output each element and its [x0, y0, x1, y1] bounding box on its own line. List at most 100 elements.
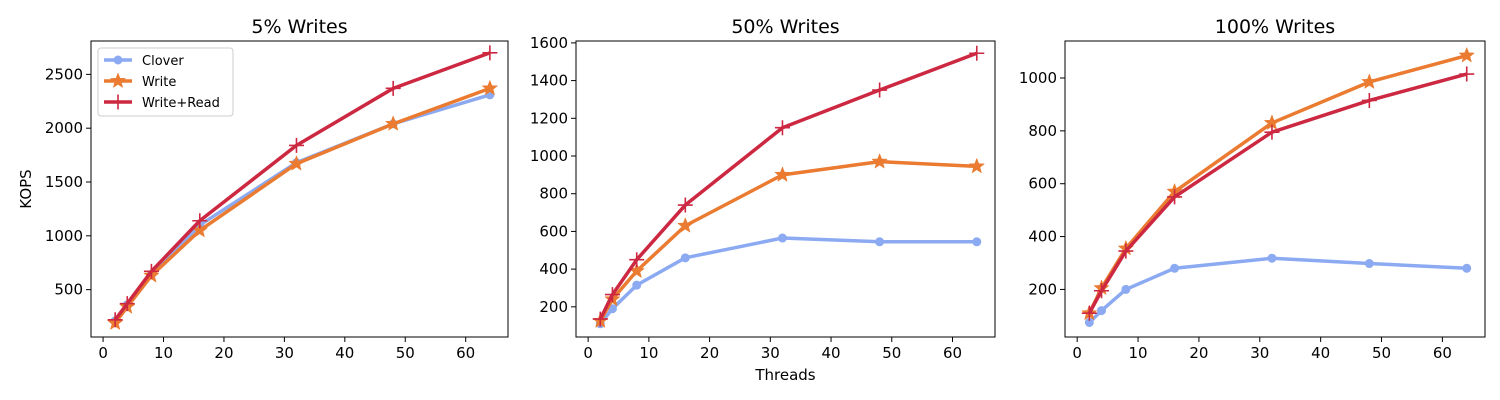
y-tick-label: 200 [539, 298, 568, 316]
x-tick-label: 40 [335, 344, 354, 362]
legend: Clover Write Write+Read [97, 47, 234, 117]
data-point-write-read [872, 82, 888, 98]
data-point-clover [1170, 263, 1180, 273]
chart-title: 100% Writes [1215, 16, 1335, 38]
series-line-clover [113, 93, 491, 322]
x-tick-label: 60 [1433, 344, 1452, 362]
chart-5pct-writes: 5% Writes 0 10 20 30 40 50 60 500 1000 1500 2000 250… [17, 16, 509, 362]
series-line-write [113, 86, 491, 325]
y-tick-label: 1000 [1019, 69, 1057, 87]
axes-frame [1064, 40, 1486, 338]
y-axis-label: KOPS [17, 169, 35, 208]
y-tick-label: 1600 [530, 34, 568, 52]
data-point-write [871, 152, 888, 169]
legend-label-write: Write [142, 75, 176, 90]
data-point-write-read [604, 287, 620, 303]
x-tick-label: 50 [882, 344, 901, 362]
x-tick-label: 20 [1189, 344, 1208, 362]
x-tick-label: 50 [1372, 344, 1391, 362]
chart-title: 5% Writes [251, 16, 347, 38]
data-point-write [774, 166, 791, 182]
y-tick-label: 800 [539, 185, 568, 203]
chart-50pct-writes: 50% Writes 0 10 20 30 40 50 60 200 400 600 800 1000 1… [530, 16, 996, 384]
data-point-clover [972, 237, 982, 247]
x-tick-label: 60 [456, 344, 475, 362]
data-point-write-read [592, 311, 608, 327]
y-tick-label: 500 [54, 281, 83, 299]
data-point-write-read [1361, 92, 1377, 108]
data-point-write-read [1459, 66, 1475, 82]
axes-frame [90, 40, 509, 338]
y-tick-label: 2000 [45, 119, 83, 137]
data-point-write-read [482, 45, 498, 61]
x-tick-label: 40 [1311, 344, 1330, 362]
x-axis-label: Threads [754, 366, 815, 384]
data-point-clover [777, 233, 787, 243]
chart-title: 50% Writes [731, 16, 839, 38]
data-point-clover [1364, 259, 1374, 269]
data-point-write-read [385, 80, 401, 96]
y-tick-label: 600 [539, 222, 568, 240]
legend-label-write-read: Write+Read [142, 96, 220, 111]
data-point-clover [1121, 284, 1131, 294]
data-point-write [288, 155, 305, 171]
data-point-write-read [629, 252, 645, 268]
data-point-write [1458, 46, 1476, 63]
x-tick-label: 10 [639, 344, 658, 362]
data-point-write [481, 79, 499, 96]
y-tick-label: 600 [1028, 175, 1057, 193]
y-tick-label: 1000 [45, 227, 83, 245]
series-line-write-read [598, 51, 978, 320]
data-point-write-read [1118, 243, 1134, 259]
y-tick-label: 1200 [530, 109, 568, 127]
data-point-write [384, 115, 402, 131]
y-tick-label: 400 [1028, 228, 1057, 246]
series-line-write-read [1087, 72, 1468, 315]
axes-frame [575, 40, 996, 338]
legend-frame [97, 47, 234, 117]
data-point-clover [1462, 263, 1472, 273]
x-tick-label: 30 [761, 344, 780, 362]
x-tick-label: 10 [1128, 344, 1147, 362]
series-line-clover [1088, 256, 1467, 324]
data-point-write-read [143, 263, 159, 279]
data-point-write [677, 217, 694, 233]
data-point-write-read [677, 197, 693, 213]
data-point-write-read [774, 120, 790, 136]
x-tick-label: 20 [700, 344, 719, 362]
x-tick-label: 10 [154, 344, 173, 362]
data-point-write-read [1094, 283, 1110, 299]
data-point-clover [680, 253, 690, 263]
data-point-write-read [1167, 189, 1183, 205]
y-tick-label: 2500 [45, 65, 83, 83]
x-tick-label: 30 [275, 344, 294, 362]
y-tick-label: 1500 [45, 173, 83, 191]
chart-100pct-writes: 100% Writes 0 10 20 30 40 50 60 200 400 600 800 1000 [1019, 16, 1486, 362]
data-point-write-read [119, 296, 135, 312]
data-point-write-read [288, 137, 304, 153]
y-tick-label: 1400 [530, 72, 568, 90]
data-point-write [1361, 73, 1378, 90]
data-point-write-read [1264, 124, 1280, 140]
legend-marker-write-read [110, 94, 126, 110]
x-tick-label: 0 [98, 344, 108, 362]
x-tick-label: 20 [214, 344, 233, 362]
data-point-clover [632, 280, 642, 290]
x-tick-label: 40 [821, 344, 840, 362]
data-point-write-read [969, 45, 985, 61]
data-point-clover [1267, 253, 1277, 263]
y-tick-label: 200 [1028, 280, 1057, 298]
data-point-write-read [107, 312, 123, 328]
x-tick-label: 0 [1072, 344, 1082, 362]
series-line-write [1087, 53, 1468, 314]
x-tick-label: 50 [396, 344, 415, 362]
data-point-write-read [1081, 305, 1097, 321]
data-point-write-read [192, 213, 208, 229]
x-tick-label: 30 [1250, 344, 1269, 362]
legend-label-clover: Clover [142, 54, 184, 69]
x-tick-label: 60 [943, 344, 962, 362]
y-tick-label: 800 [1028, 122, 1057, 140]
y-tick-label: 1000 [530, 147, 568, 165]
data-point-write [968, 157, 986, 174]
